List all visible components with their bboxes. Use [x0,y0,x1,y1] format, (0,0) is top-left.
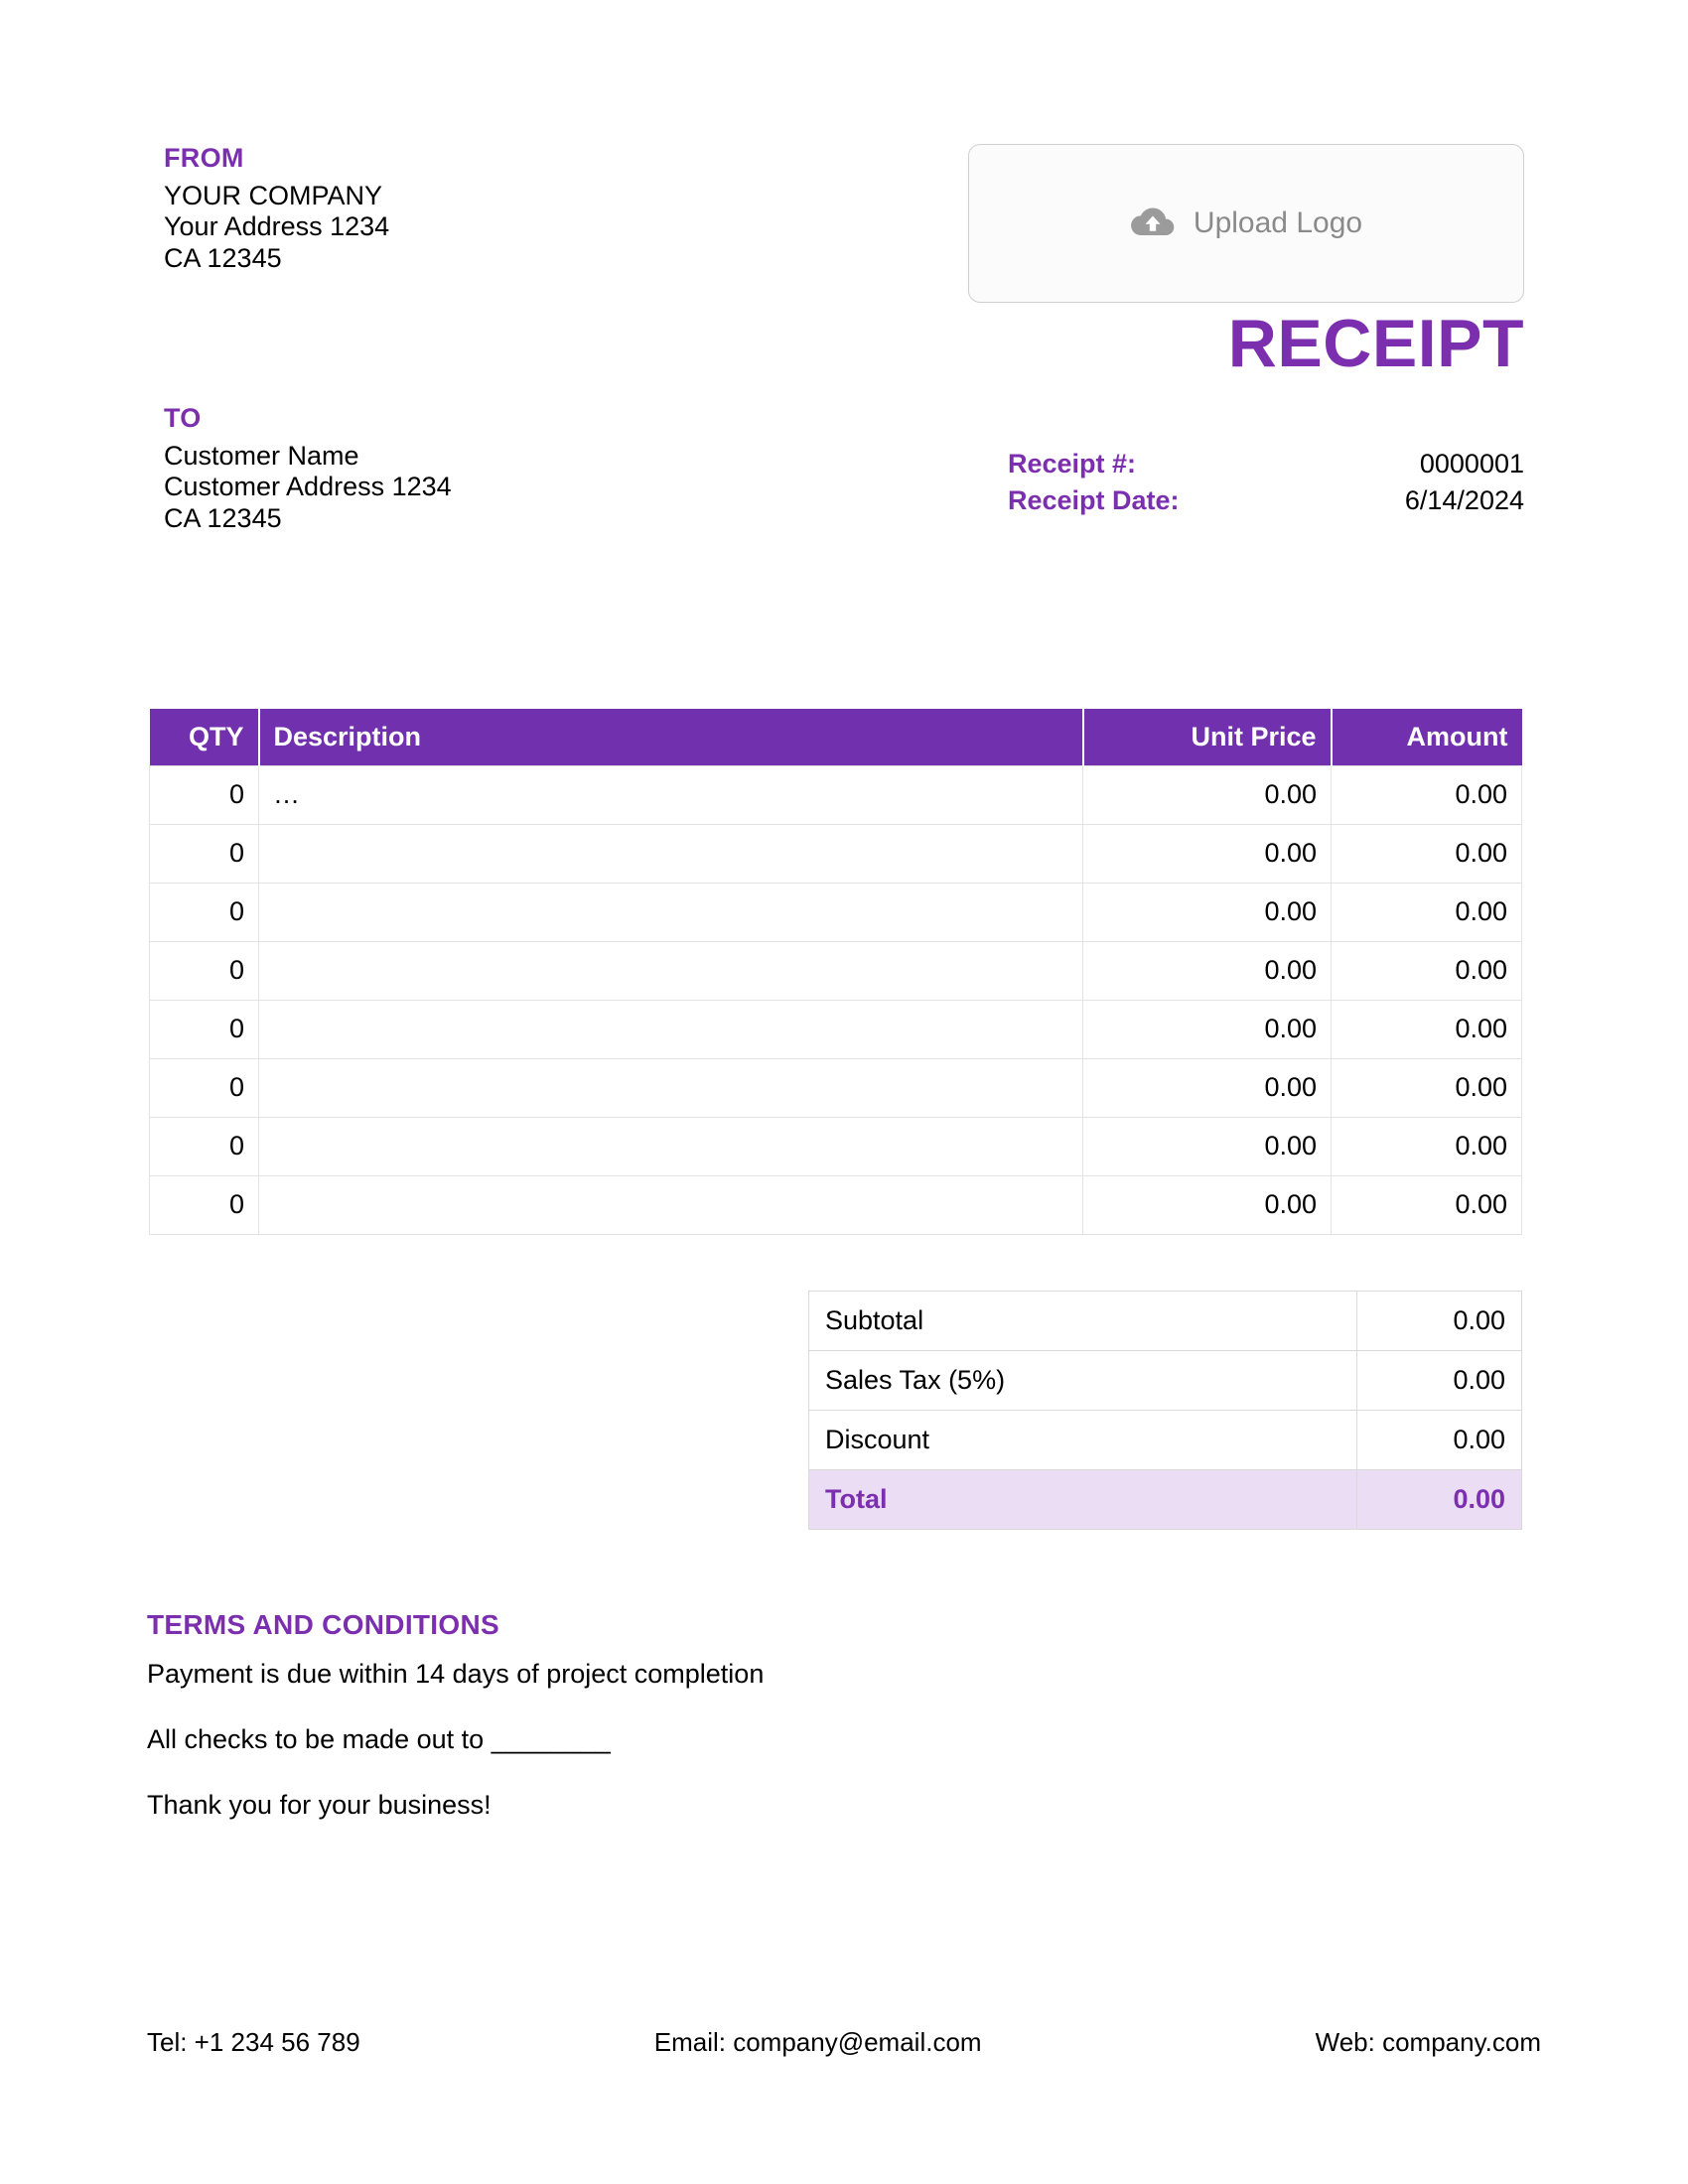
page-footer: Tel: +1 234 56 789 Email: company@email.… [147,2027,1541,2058]
totals-row: Discount 0.00 [808,1410,1522,1470]
cell-unit_price[interactable]: 0.00 [1082,1057,1332,1118]
totals-label: Total [808,1469,1357,1530]
table-header-row: QTY Description Unit Price Amount [149,709,1522,765]
footer-email[interactable]: Email: company@email.com [653,2027,982,2057]
cell-qty[interactable]: 0 [149,882,259,942]
upload-logo-button[interactable]: Upload Logo [968,144,1524,303]
cell-unit_price[interactable]: 0.00 [1082,882,1332,942]
to-city-state-zip[interactable]: CA 12345 [164,502,282,533]
cell-qty[interactable]: 0 [149,940,259,1001]
footer-telephone[interactable]: Tel: +1 234 56 789 [147,2027,360,2057]
column-header-unit-price: Unit Price [1082,709,1333,765]
totals-body: Subtotal 0.00 Sales Tax (5%) 0.00 Discount 0.… [808,1291,1522,1530]
table-row: 0 0.00 0.00 [149,999,1522,1059]
table-row: 0… 0.00 0.00 [149,764,1522,825]
totals-table: Subtotal 0.00 Sales Tax (5%) 0.00 Discount 0.… [808,1291,1522,1530]
to-block: TO Customer Name Customer Address 1234 C… [164,401,760,534]
cell-description[interactable] [258,1057,1083,1118]
cell-description[interactable] [258,940,1083,1001]
cell-amount[interactable]: 0.00 [1331,999,1522,1059]
receipt-date-value[interactable]: 6/14/2024 [1404,484,1524,515]
cell-qty[interactable]: 0 [149,999,259,1059]
line-items-table: QTY Description Unit Price Amount 0… 0.00… [149,709,1522,1235]
totals-row: Sales Tax (5%) 0.00 [808,1350,1522,1411]
cloud-upload-icon [1130,205,1176,241]
cell-description[interactable]: … [258,764,1083,825]
receipt-date-label: Receipt Date: [1008,484,1180,515]
cell-qty[interactable]: 0 [149,823,259,884]
totals-label: Sales Tax (5%) [808,1350,1357,1411]
terms-title: TERMS AND CONDITIONS [147,1609,499,1640]
cell-unit_price[interactable]: 0.00 [1082,764,1332,825]
table-row: 0 0.00 0.00 [149,823,1522,884]
from-block: FROM YOUR COMPANY Your Address 1234 CA 1… [164,141,760,274]
totals-value[interactable]: 0.00 [1356,1410,1522,1470]
to-label: TO [164,403,202,433]
totals-label: Discount [808,1410,1357,1470]
cell-unit_price[interactable]: 0.00 [1082,823,1332,884]
cell-unit_price[interactable]: 0.00 [1082,940,1332,1001]
page-title: RECEIPT [1227,306,1524,381]
table-row: 0 0.00 0.00 [149,940,1522,1001]
totals-label: Subtotal [808,1291,1357,1351]
terms-line-payment-due[interactable]: Payment is due within 14 days of project… [147,1658,765,1689]
cell-unit_price[interactable]: 0.00 [1082,999,1332,1059]
terms-line-thank-you[interactable]: Thank you for your business! [147,1790,492,1821]
table-row: 0 0.00 0.00 [149,882,1522,942]
column-header-description: Description [258,709,1084,765]
cell-amount[interactable]: 0.00 [1331,764,1522,825]
upload-logo-label: Upload Logo [1193,206,1363,239]
cell-amount[interactable]: 0.00 [1331,1116,1522,1176]
totals-value[interactable]: 0.00 [1356,1469,1522,1530]
cell-amount[interactable]: 0.00 [1331,1174,1522,1235]
cell-qty[interactable]: 0 [149,764,259,825]
terms-and-conditions: TERMS AND CONDITIONS Payment is due with… [147,1608,1140,1822]
cell-qty[interactable]: 0 [149,1174,259,1235]
cell-description[interactable] [258,1174,1083,1235]
from-label: FROM [164,143,244,173]
totals-value[interactable]: 0.00 [1356,1350,1522,1411]
table-row: 0 0.00 0.00 [149,1116,1522,1176]
totals-row-total: Total 0.00 [808,1469,1522,1530]
cell-qty[interactable]: 0 [149,1116,259,1176]
cell-amount[interactable]: 0.00 [1331,940,1522,1001]
column-header-qty: QTY [149,709,260,765]
table-row: 0 0.00 0.00 [149,1057,1522,1118]
from-city-state-zip[interactable]: CA 12345 [164,242,282,273]
receipt-header: FROM YOUR COMPANY Your Address 1234 CA 1… [0,0,1688,596]
receipt-meta: Receipt #: 0000001 Receipt Date: 6/14/20… [1008,449,1524,522]
cell-description[interactable] [258,882,1083,942]
column-header-amount: Amount [1331,709,1522,765]
receipt-number-value[interactable]: 0000001 [1419,449,1524,478]
cell-amount[interactable]: 0.00 [1331,1057,1522,1118]
footer-website[interactable]: Web: company.com [1315,2027,1541,2057]
cell-amount[interactable]: 0.00 [1331,882,1522,942]
line-items-body: 0… 0.00 0.00 0 0.00 0.00 0 0.00 0.00 0 0.00 0.00 0 0.… [149,764,1522,1235]
cell-description[interactable] [258,823,1083,884]
totals-row: Subtotal 0.00 [808,1291,1522,1351]
line-items-head: QTY Description Unit Price Amount [149,709,1522,765]
cell-unit_price[interactable]: 0.00 [1082,1116,1332,1176]
cell-unit_price[interactable]: 0.00 [1082,1174,1332,1235]
receipt-number-label: Receipt #: [1008,449,1137,478]
to-address-line[interactable]: Customer Address 1234 [164,472,452,502]
receipt-date-row: Receipt Date: 6/14/2024 [1008,485,1524,517]
cell-description[interactable] [258,1116,1083,1176]
cell-amount[interactable]: 0.00 [1331,823,1522,884]
totals-value[interactable]: 0.00 [1356,1291,1522,1351]
from-company-name[interactable]: YOUR COMPANY [164,180,383,210]
from-address-line[interactable]: Your Address 1234 [164,211,390,242]
to-customer-name[interactable]: Customer Name [164,440,359,471]
receipt-number-row: Receipt #: 0000001 [1008,449,1524,480]
terms-line-checks-made-out[interactable]: All checks to be made out to ________ [147,1723,611,1754]
cell-description[interactable] [258,999,1083,1059]
cell-qty[interactable]: 0 [149,1057,259,1118]
table-row: 0 0.00 0.00 [149,1174,1522,1235]
